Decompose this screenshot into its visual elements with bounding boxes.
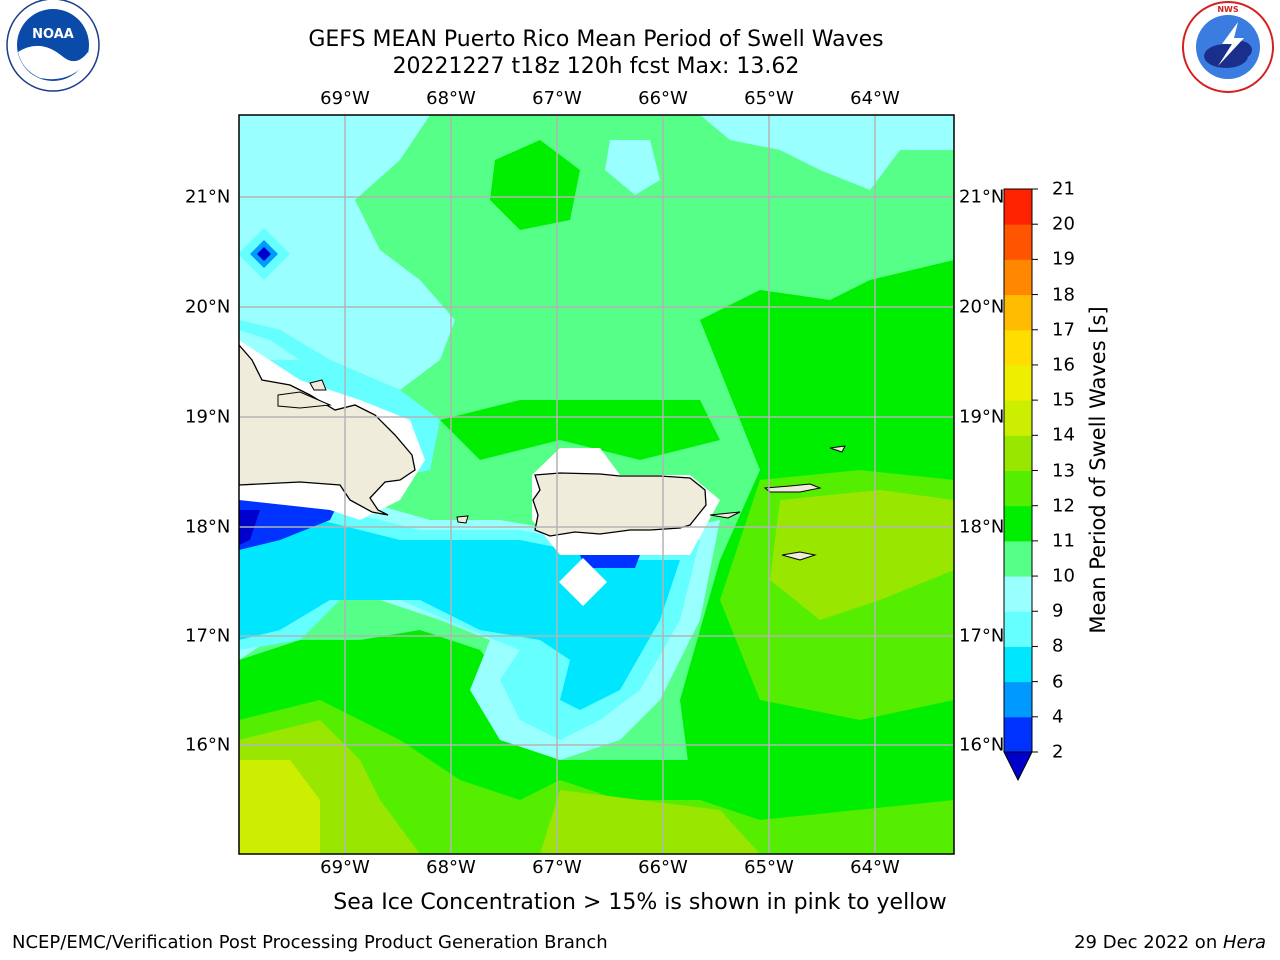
- chart-title: GEFS MEAN Puerto Rico Mean Period of Swe…: [308, 27, 884, 52]
- colorbar-tick-label: 17: [1052, 319, 1075, 341]
- contour-2-4s: [239, 500, 340, 550]
- footer-credit: NCEP/EMC/Verification Post Processing Pr…: [12, 932, 608, 953]
- lon-label-top: 64°W: [850, 88, 900, 109]
- lon-label-top: 66°W: [638, 88, 688, 109]
- colorbar-under-arrow: [1003, 751, 1033, 782]
- lon-label-bottom: 65°W: [744, 857, 794, 878]
- colorbar-tick-label: 11: [1052, 530, 1075, 552]
- colorbar-tick-label: 16: [1052, 354, 1075, 376]
- colorbar-tick-label: 10: [1052, 565, 1075, 587]
- colorbar-tick-label: 15: [1052, 389, 1075, 411]
- colorbar-segment: [1004, 646, 1032, 683]
- colorbar-tick-label: 14: [1052, 424, 1075, 446]
- colorbar-tick-label: 2: [1052, 741, 1064, 763]
- contour-13-14s-sw: [239, 760, 320, 854]
- colorbar-segment: [1004, 294, 1032, 331]
- land-mask-diamond: [559, 558, 607, 606]
- svg-text:NOAA: NOAA: [32, 27, 74, 42]
- colorbar-segment: [1004, 505, 1032, 542]
- noaa-logo: NOAA: [6, 0, 100, 92]
- colorbar-label: Mean Period of Swell Waves [s]: [1086, 306, 1110, 634]
- lon-label-top: 69°W: [320, 88, 370, 109]
- lat-label-right: 17°N: [959, 625, 1005, 647]
- colorbar-segment: [1004, 364, 1032, 401]
- colorbar-segment: [1004, 435, 1032, 471]
- lat-label-right: 18°N: [959, 516, 1005, 538]
- land-anegada: [829, 445, 846, 453]
- contour-11-12s-south: [239, 700, 954, 854]
- colorbar-segment: [1004, 540, 1032, 577]
- lon-label-bottom: 69°W: [320, 857, 370, 878]
- contour-10-11s-mid: [440, 400, 720, 460]
- land-virgin-islands: [763, 483, 822, 493]
- lat-label-right: 19°N: [959, 406, 1005, 428]
- colorbar-segment: [1004, 189, 1032, 225]
- colorbar-segment: [1004, 470, 1032, 507]
- nws-logo: NWS: [1182, 1, 1274, 93]
- map-frame: [238, 114, 955, 855]
- colorbar-segment: [1004, 716, 1032, 753]
- lat-label-right: 20°N: [959, 296, 1005, 318]
- colorbar-tick-label: 4: [1052, 706, 1064, 728]
- chart-subtitle: 20221227 t18z 120h fcst Max: 13.62: [392, 54, 800, 79]
- lon-label-bottom: 66°W: [638, 857, 688, 878]
- contour-4-6s-wedge: [239, 520, 680, 710]
- colorbar: [1003, 188, 1038, 782]
- colorbar-segment: [1004, 611, 1032, 647]
- land-vieques: [709, 511, 741, 519]
- colorbar-tick-label: 13: [1052, 460, 1075, 481]
- colorbar-tick-label: 20: [1052, 213, 1075, 235]
- lon-label-bottom: 68°W: [426, 857, 476, 878]
- colorbar-tick-label: 19: [1052, 248, 1075, 270]
- colorbar-segment: [1004, 400, 1032, 436]
- lon-label-top: 65°W: [744, 88, 794, 109]
- lon-label-bottom: 64°W: [850, 857, 900, 878]
- contour-12-13s-s: [540, 790, 760, 854]
- contour-8-9s-tip: [605, 140, 660, 195]
- colorbar-segment: [1004, 681, 1032, 718]
- colorbar-tick-label: 12: [1052, 495, 1075, 517]
- colorbar-tick-label: 8: [1052, 635, 1064, 657]
- lon-label-top: 67°W: [532, 88, 582, 109]
- sea-ice-note: Sea Ice Concentration > 15% is shown in …: [333, 890, 947, 915]
- land-tortuga: [277, 391, 332, 409]
- lat-label-right: 21°N: [959, 186, 1005, 208]
- lon-label-bottom: 67°W: [532, 857, 582, 878]
- land-turks: [309, 379, 327, 391]
- contour-12-13s-east: [770, 490, 954, 620]
- colorbar-tick-label: 21: [1052, 178, 1075, 200]
- land-mona: [456, 515, 469, 524]
- lat-label-left: 16°N: [185, 734, 231, 756]
- contour-8-9s-north: [239, 115, 455, 390]
- lat-label-right: 16°N: [959, 734, 1005, 756]
- lat-label-left: 20°N: [185, 296, 231, 318]
- footer-date: 29 Dec 2022 on Hera: [1074, 932, 1266, 953]
- svg-text:NWS: NWS: [1217, 5, 1239, 14]
- map-gridlines: [239, 115, 954, 854]
- contour-bullseye-inner: [257, 247, 271, 261]
- contour-8-9s-ne: [700, 115, 954, 190]
- lat-label-left: 21°N: [185, 186, 231, 208]
- contour-2-4s-pr: [580, 555, 640, 568]
- colorbar-tick-label: 18: [1052, 284, 1075, 306]
- footer-date-text: 29 Dec 2022 on: [1074, 932, 1223, 953]
- colorbar-segment: [1004, 224, 1032, 260]
- colorbar-tick-label: 9: [1052, 600, 1064, 622]
- footer-machine: Hera: [1222, 932, 1266, 953]
- colorbar-segment: [1004, 329, 1032, 366]
- lon-label-top: 68°W: [426, 88, 476, 109]
- lat-label-left: 19°N: [185, 406, 231, 428]
- colorbar-segment: [1004, 576, 1032, 612]
- lat-label-left: 17°N: [185, 625, 231, 647]
- land-st-croix: [781, 551, 817, 561]
- colorbar-segment: [1004, 259, 1032, 296]
- colorbar-tick-label: 6: [1052, 671, 1064, 693]
- lat-label-left: 18°N: [185, 516, 231, 538]
